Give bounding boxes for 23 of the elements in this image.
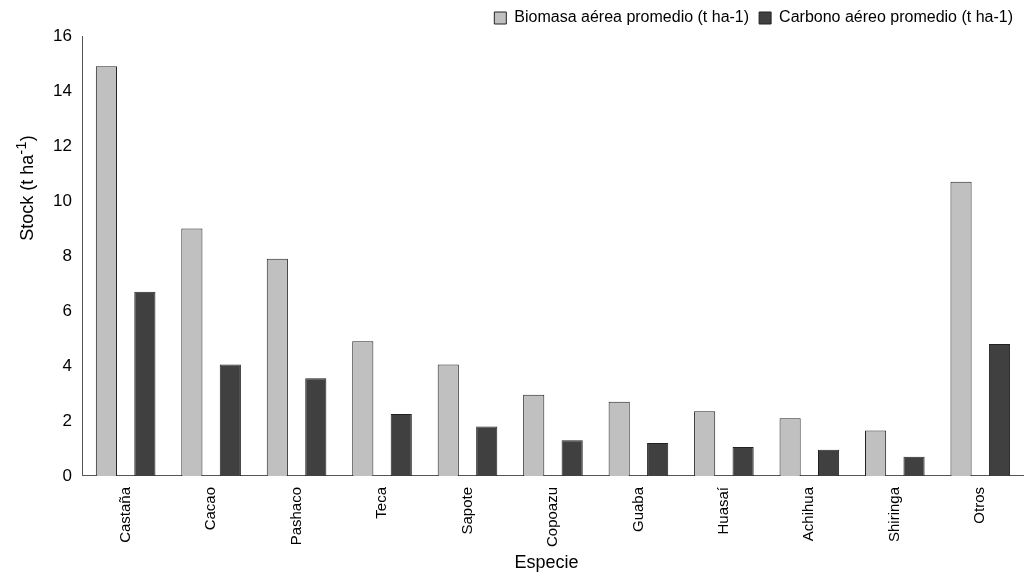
x-tick-label: Achihua <box>799 486 817 542</box>
x-tick-label: Copoazu <box>543 486 561 547</box>
x-tick-label: Castaña <box>115 486 133 543</box>
y-tick-label: 16 <box>52 25 72 45</box>
x-tick-label: Otros <box>970 486 988 524</box>
x-tick-label: Sapote <box>457 486 475 535</box>
x-axis-title: Especie <box>513 552 580 573</box>
y-tick-label: 10 <box>52 190 72 210</box>
x-tick-label: Cacao <box>201 486 219 531</box>
y-tick-label: 12 <box>52 135 72 155</box>
y-tick-label: 4 <box>62 355 72 375</box>
x-tick-label: Guaba <box>628 486 646 532</box>
x-tick-label: Teca <box>372 486 390 519</box>
x-tick-label: Huasaí <box>714 486 732 535</box>
y-tick-label: 0 <box>62 465 72 485</box>
y-tick-label: 8 <box>62 245 72 265</box>
legend-label: Biomasa aérea promedio (t ha-1) <box>514 8 750 26</box>
x-tick-label: Pashaco <box>286 486 304 546</box>
y-tick-label: 2 <box>62 410 72 430</box>
legend-label: Carbono aéreo promedio (t ha-1) <box>779 8 1013 26</box>
y-tick-label: 14 <box>52 80 72 100</box>
y-tick-label: 6 <box>62 300 72 320</box>
x-tick-label: Shiringa <box>884 486 902 542</box>
